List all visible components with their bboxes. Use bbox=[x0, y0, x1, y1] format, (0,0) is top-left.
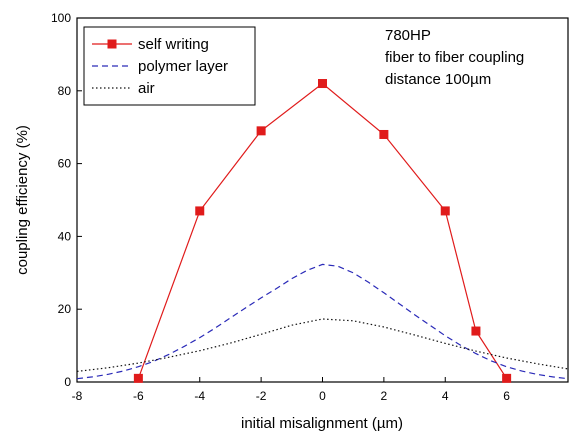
x-tick-label: 0 bbox=[319, 389, 326, 403]
annotation: 780HP fiber to fiber coupling distance 1… bbox=[385, 27, 524, 88]
legend-marker-self-writing bbox=[107, 39, 117, 49]
y-axis-title: coupling efficiency (%) bbox=[14, 125, 31, 275]
y-tick-label: 40 bbox=[58, 229, 72, 243]
series-line-self-writing bbox=[137, 82, 508, 379]
legend-label-polymer-layer: polymer layer bbox=[138, 58, 228, 75]
annotation-line-2: fiber to fiber coupling bbox=[385, 49, 524, 66]
data-point-self-writing bbox=[318, 79, 327, 89]
y-tick-label: 60 bbox=[58, 157, 72, 171]
data-point-self-writing bbox=[502, 373, 512, 383]
x-tick-label: 2 bbox=[381, 389, 388, 403]
y-tick-label: 100 bbox=[51, 11, 71, 25]
x-tick-label: -2 bbox=[256, 389, 267, 403]
annotation-line-3: distance 100µm bbox=[385, 71, 491, 88]
data-point-self-writing bbox=[440, 206, 450, 216]
x-tick-label: -4 bbox=[194, 389, 205, 403]
x-tick-label: 4 bbox=[442, 389, 449, 403]
data-point-self-writing bbox=[379, 129, 389, 139]
series-layer bbox=[76, 79, 569, 383]
y-tick-label: 20 bbox=[58, 302, 72, 316]
legend-label-self-writing: self writing bbox=[138, 36, 209, 53]
data-point-self-writing bbox=[133, 373, 143, 383]
series-line-polymer-layer bbox=[76, 263, 569, 380]
data-point-self-writing bbox=[195, 206, 205, 216]
x-tick-label: -6 bbox=[133, 389, 144, 403]
y-tick-label: 0 bbox=[64, 375, 71, 389]
y-tick-label: 80 bbox=[58, 84, 72, 98]
legend-label-air: air bbox=[138, 80, 155, 97]
data-point-self-writing bbox=[256, 126, 266, 136]
x-tick-label: -8 bbox=[72, 389, 83, 403]
x-tick-label: 6 bbox=[503, 389, 510, 403]
legend: self writing polymer layer air bbox=[83, 26, 256, 106]
data-point-self-writing bbox=[471, 326, 481, 336]
x-axis-title: initial misalignment (µm) bbox=[241, 415, 403, 432]
annotation-line-1: 780HP bbox=[385, 27, 431, 44]
